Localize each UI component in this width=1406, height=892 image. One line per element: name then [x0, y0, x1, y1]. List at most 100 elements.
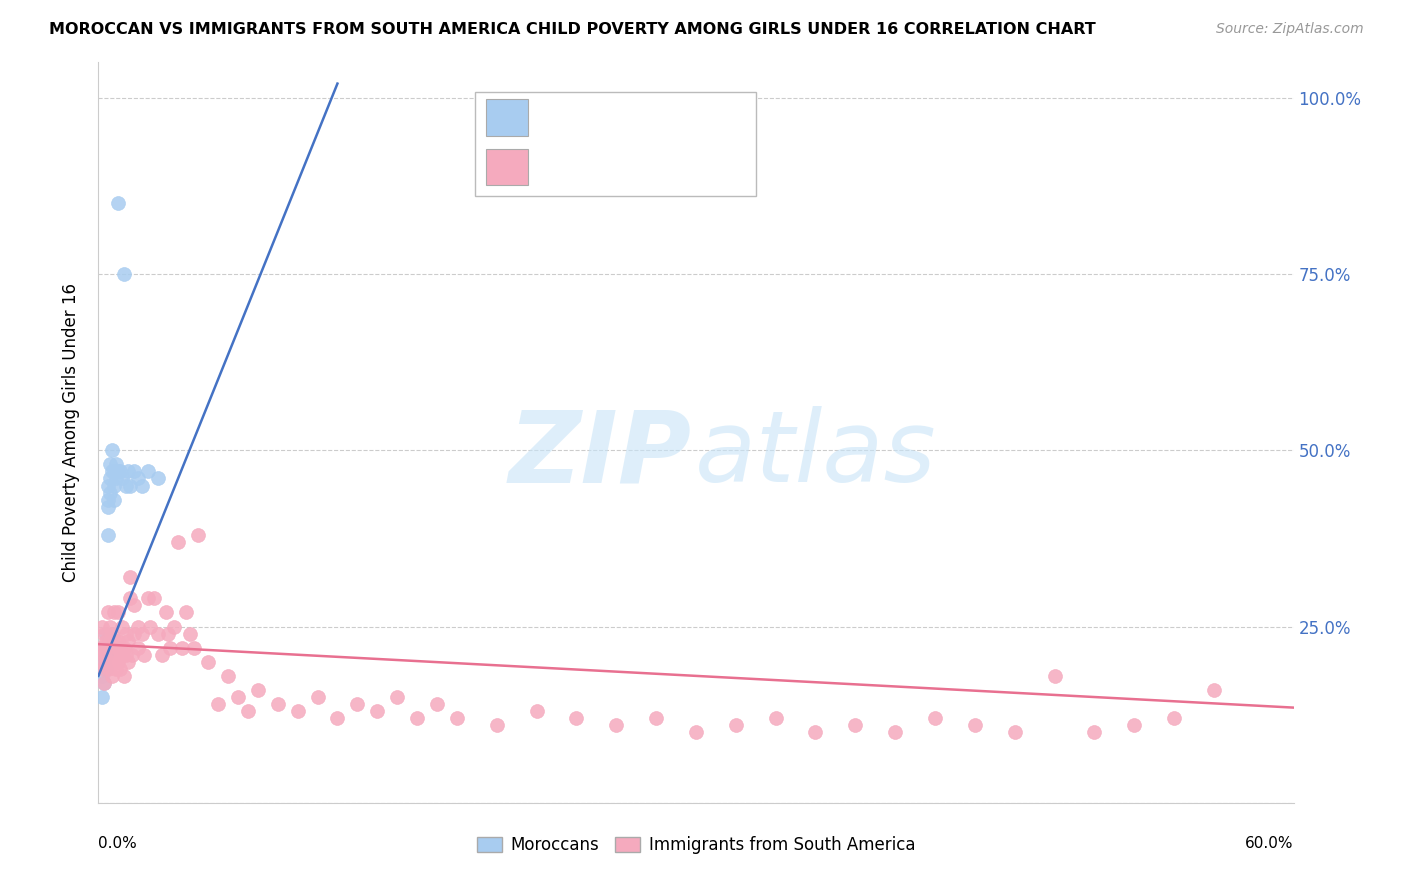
- Point: [93, 655, 115, 669]
- Point: [605, 718, 627, 732]
- Point: [526, 704, 548, 718]
- Point: [139, 619, 162, 633]
- Point: [91, 640, 114, 655]
- Point: [924, 711, 946, 725]
- Point: [963, 718, 986, 732]
- Point: [136, 464, 159, 478]
- Point: [97, 606, 120, 620]
- Point: [121, 648, 143, 662]
- Point: [98, 633, 122, 648]
- Point: [287, 704, 309, 718]
- Point: [103, 655, 125, 669]
- Point: [134, 648, 156, 662]
- Point: [103, 492, 125, 507]
- Point: [97, 500, 120, 514]
- Point: [103, 478, 125, 492]
- Point: [120, 570, 142, 584]
- Point: [446, 711, 468, 725]
- Point: [103, 606, 125, 620]
- Point: [93, 676, 115, 690]
- Legend: Moroccans, Immigrants from South America: Moroccans, Immigrants from South America: [470, 830, 922, 861]
- Point: [724, 718, 747, 732]
- Point: [98, 485, 122, 500]
- Y-axis label: Child Poverty Among Girls Under 16: Child Poverty Among Girls Under 16: [62, 283, 80, 582]
- Point: [645, 711, 668, 725]
- Point: [107, 655, 129, 669]
- Point: [89, 640, 111, 655]
- Point: [93, 676, 115, 690]
- Point: [98, 655, 122, 669]
- Point: [110, 662, 132, 676]
- Point: [96, 662, 118, 676]
- Point: [124, 464, 146, 478]
- Point: [187, 528, 209, 542]
- Point: [117, 464, 139, 478]
- Point: [91, 690, 114, 704]
- Point: [174, 606, 197, 620]
- Point: [105, 458, 128, 472]
- Point: [101, 648, 124, 662]
- Point: [98, 458, 122, 472]
- Point: [124, 626, 146, 640]
- Point: [326, 711, 349, 725]
- Point: [115, 626, 138, 640]
- Point: [112, 669, 135, 683]
- Point: [93, 626, 115, 640]
- Point: [101, 626, 124, 640]
- Point: [155, 606, 177, 620]
- Point: [105, 471, 128, 485]
- Point: [97, 662, 120, 676]
- Point: [159, 640, 181, 655]
- Point: [426, 697, 449, 711]
- Point: [1123, 718, 1146, 732]
- Point: [96, 626, 118, 640]
- Point: [91, 640, 114, 655]
- Point: [124, 599, 146, 613]
- Point: [143, 591, 166, 606]
- Point: [1163, 711, 1185, 725]
- Point: [804, 725, 827, 739]
- Point: [385, 690, 409, 704]
- Point: [103, 464, 125, 478]
- Point: [485, 718, 508, 732]
- Point: [103, 633, 125, 648]
- Point: [236, 704, 259, 718]
- Point: [127, 471, 149, 485]
- Point: [217, 669, 239, 683]
- Text: ZIP: ZIP: [509, 407, 692, 503]
- Point: [96, 648, 118, 662]
- Point: [93, 648, 115, 662]
- Point: [115, 648, 138, 662]
- Point: [685, 725, 707, 739]
- Point: [136, 591, 159, 606]
- Point: [148, 626, 170, 640]
- Point: [307, 690, 329, 704]
- Point: [97, 528, 120, 542]
- Point: [1202, 683, 1225, 698]
- Point: [131, 626, 153, 640]
- Point: [111, 619, 134, 633]
- Point: [112, 267, 135, 281]
- Point: [366, 704, 388, 718]
- Text: atlas: atlas: [695, 407, 936, 503]
- Point: [183, 640, 205, 655]
- Point: [226, 690, 249, 704]
- Point: [150, 648, 173, 662]
- Point: [91, 619, 114, 633]
- Point: [93, 640, 115, 655]
- Point: [127, 619, 149, 633]
- Point: [112, 640, 135, 655]
- Point: [172, 640, 194, 655]
- Point: [127, 640, 149, 655]
- Point: [120, 591, 142, 606]
- Point: [97, 492, 120, 507]
- Text: Source: ZipAtlas.com: Source: ZipAtlas.com: [1216, 22, 1364, 37]
- Point: [148, 471, 170, 485]
- Point: [107, 633, 129, 648]
- Point: [111, 471, 134, 485]
- Point: [89, 655, 111, 669]
- Point: [96, 633, 118, 648]
- Text: 60.0%: 60.0%: [1246, 836, 1294, 851]
- Text: MOROCCAN VS IMMIGRANTS FROM SOUTH AMERICA CHILD POVERTY AMONG GIRLS UNDER 16 COR: MOROCCAN VS IMMIGRANTS FROM SOUTH AMERIC…: [49, 22, 1095, 37]
- Point: [1043, 669, 1066, 683]
